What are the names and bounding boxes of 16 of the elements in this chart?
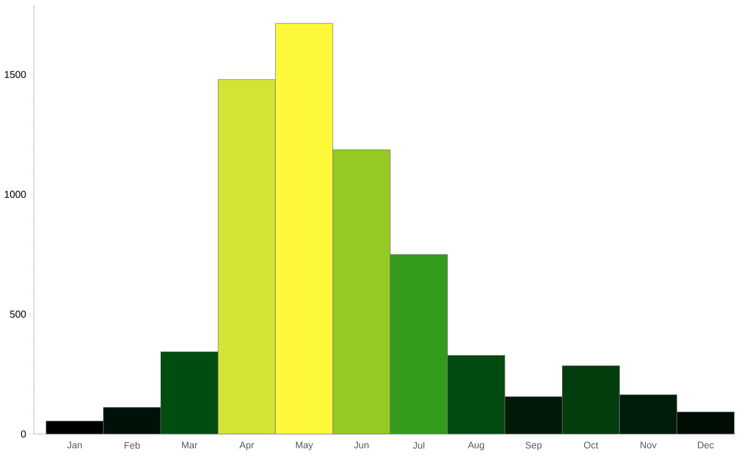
- x-tick-label: Dec: [698, 442, 714, 448]
- x-tick-label: Oct: [584, 442, 598, 448]
- x-tick-label: Apr: [239, 442, 254, 450]
- x-tick-label: Jan: [67, 442, 82, 448]
- x-tick-label: May: [296, 442, 314, 450]
- x-tick-label: Nov: [640, 442, 657, 448]
- y-tick-label: 1500: [4, 70, 26, 78]
- y-tick-label: 500: [10, 310, 26, 318]
- x-tick-label: Feb: [124, 442, 140, 449]
- x-tick-label: Sep: [526, 442, 542, 450]
- x-tick-label: Aug: [468, 442, 484, 450]
- x-tick-label: Mar: [182, 442, 198, 448]
- y-tick-label: 1000: [4, 190, 26, 198]
- x-tick-label: Jun: [354, 442, 369, 448]
- y-tick-label: 0: [21, 430, 26, 438]
- x-tick-label: Jul: [412, 442, 424, 449]
